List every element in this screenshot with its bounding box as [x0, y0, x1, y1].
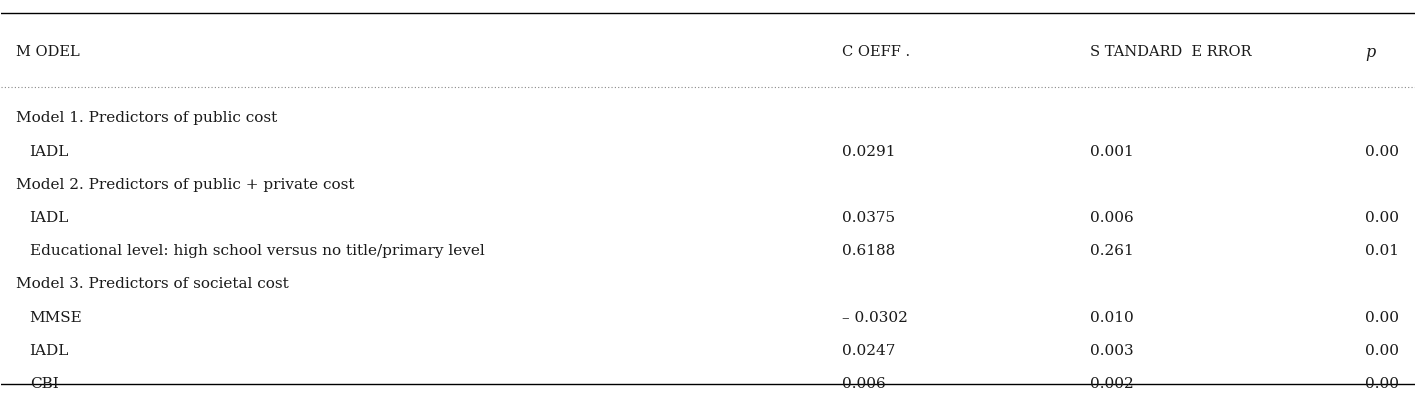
- Text: 0.006: 0.006: [1089, 211, 1133, 225]
- Text: 0.00: 0.00: [1365, 377, 1399, 391]
- Text: Model 2. Predictors of public + private cost: Model 2. Predictors of public + private …: [16, 178, 354, 192]
- Text: Educational level: high school versus no title/primary level: Educational level: high school versus no…: [30, 244, 484, 258]
- Text: 0.0375: 0.0375: [843, 211, 895, 225]
- Text: IADL: IADL: [30, 344, 69, 358]
- Text: 0.0247: 0.0247: [843, 344, 896, 358]
- Text: M ODEL: M ODEL: [16, 45, 79, 59]
- Text: 0.261: 0.261: [1089, 244, 1133, 258]
- Text: IADL: IADL: [30, 211, 69, 225]
- Text: 0.002: 0.002: [1089, 377, 1133, 391]
- Text: Model 3. Predictors of societal cost: Model 3. Predictors of societal cost: [16, 277, 289, 291]
- Text: C OEFF .: C OEFF .: [843, 45, 910, 59]
- Text: MMSE: MMSE: [30, 310, 82, 325]
- Text: 0.010: 0.010: [1089, 310, 1133, 325]
- Text: CBI: CBI: [30, 377, 58, 391]
- Text: 0.0291: 0.0291: [843, 145, 896, 159]
- Text: Model 1. Predictors of public cost: Model 1. Predictors of public cost: [16, 112, 276, 125]
- Text: p: p: [1365, 44, 1375, 61]
- Text: 0.01: 0.01: [1365, 244, 1399, 258]
- Text: S TANDARD  E RROR: S TANDARD E RROR: [1089, 45, 1252, 59]
- Text: IADL: IADL: [30, 145, 69, 159]
- Text: 0.00: 0.00: [1365, 310, 1399, 325]
- Text: 0.006: 0.006: [843, 377, 886, 391]
- Text: 0.00: 0.00: [1365, 211, 1399, 225]
- Text: 0.003: 0.003: [1089, 344, 1133, 358]
- Text: 0.00: 0.00: [1365, 145, 1399, 159]
- Text: 0.00: 0.00: [1365, 344, 1399, 358]
- Text: 0.001: 0.001: [1089, 145, 1133, 159]
- Text: – 0.0302: – 0.0302: [843, 310, 908, 325]
- Text: 0.6188: 0.6188: [843, 244, 895, 258]
